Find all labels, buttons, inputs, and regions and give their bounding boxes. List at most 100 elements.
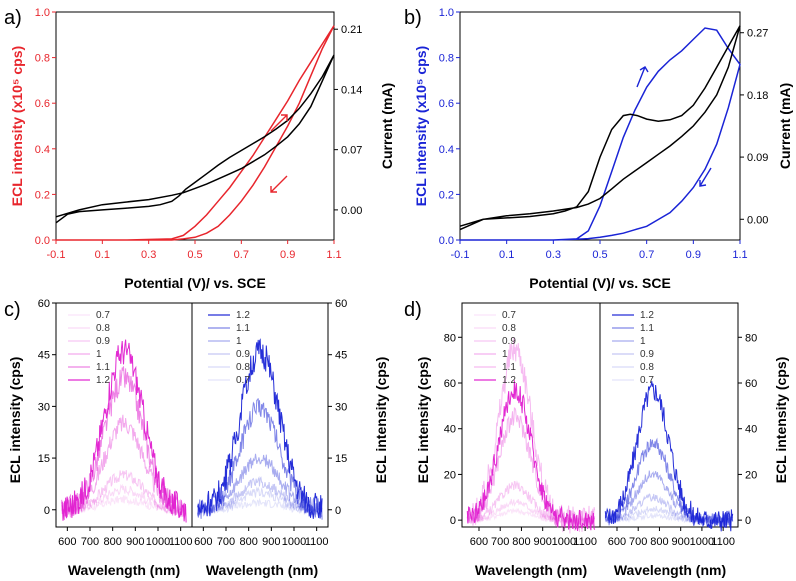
x-tick-label: 800: [512, 536, 530, 548]
legend-entry: 0.9: [502, 336, 516, 347]
legend-entry: 0.7: [96, 310, 110, 321]
left-axis-label: ECL intensity (x10⁵ cps): [9, 46, 25, 206]
x-axis-ticks: -0.1 0.1 0.3 0.5 0.7 0.9 1.1: [451, 240, 748, 261]
y-tick-label: 30: [38, 401, 50, 413]
x-tick-label: 1.1: [326, 249, 341, 261]
x-axis-ticks: -0.1 0.1 0.3 0.5 0.7 0.9 1.1: [47, 240, 342, 261]
legend-entry: 1: [236, 336, 242, 347]
curves: [55, 25, 335, 241]
x-tick-label: 1000: [282, 536, 306, 548]
legend-entry: 1.2: [502, 375, 516, 386]
x-tick-label: 0.3: [141, 249, 156, 261]
panel-label-c: c): [4, 299, 21, 321]
panel-label-b: b): [404, 7, 422, 29]
legend-entry: 1.2: [236, 310, 250, 321]
x-tick-label: 1000: [146, 536, 170, 548]
x-tick-label: 600: [194, 536, 212, 548]
x-tick-label: 600: [470, 536, 488, 548]
right-axis-label: ECL intensity (cps): [373, 357, 389, 484]
x-tick-label: 700: [491, 536, 509, 548]
spectrum-line: [466, 380, 596, 532]
spectrum-line: [197, 497, 323, 515]
legend-entry: 0.9: [96, 336, 110, 347]
x-tick-label: 600: [58, 536, 76, 548]
legend-entry: 1: [96, 349, 102, 360]
spectrum-line: [197, 338, 323, 519]
y-right-tick-label: 45: [335, 350, 347, 362]
x-axis-label-left: Wavelength (nm): [68, 562, 180, 578]
legend-entry: 1.1: [236, 323, 250, 334]
x-tick-label: 900: [262, 536, 280, 548]
y-tick-label: 0.2: [439, 189, 454, 201]
panel-label-d: d): [404, 299, 422, 321]
y-tick-label: 0: [450, 515, 456, 527]
y-right-tick-label: 30: [335, 401, 347, 413]
y-tick-label: 15: [38, 453, 50, 465]
y-right-tick-label: 0: [335, 505, 341, 517]
x-tick-label: 1100: [711, 536, 735, 548]
left-axis-label: ECL intensity (cps): [7, 357, 23, 484]
y-tick-label: 0.8: [35, 53, 50, 65]
y-tick-label: 45: [38, 350, 50, 362]
x-tick-label: 900: [671, 536, 689, 548]
left-axis-ticks: 0 20 40 60 80: [444, 332, 462, 527]
legend-entry: 0.8: [236, 362, 250, 373]
x-tick-label: 0.1: [499, 249, 514, 261]
y-tick-label: 0.0: [35, 235, 50, 247]
right-axis-ticks: 0.00 0.09 0.18 0.27: [740, 28, 768, 226]
x-axis-label: Potential (V)/ vs. SCE: [529, 275, 671, 291]
down-arrow: [699, 167, 712, 187]
x-tick-label: -0.1: [47, 249, 66, 261]
legend-entry: 1.1: [96, 362, 110, 373]
x-tick-label: 0.7: [234, 249, 249, 261]
y-right-tick-label: 15: [335, 453, 347, 465]
right-axis-label: Current (mA): [379, 83, 395, 169]
y-tick-label: 60: [444, 378, 456, 390]
legend-entry: 1.2: [96, 375, 110, 386]
x-tick-label: 600: [608, 536, 626, 548]
x-tick-label: 1000: [552, 536, 576, 548]
left-axis-ticks: 0 15 30 45 60: [38, 298, 56, 517]
x-tick-label: 900: [126, 536, 144, 548]
panel-b-cv-chart: -0.1 0.1 0.3 0.5 0.7 0.9 1.1 0.0 0.2 0.4 0.6 0.8 1.…: [413, 7, 793, 291]
x-tick-label: 0.9: [686, 249, 701, 261]
y-right-tick-label: 80: [745, 332, 757, 344]
curves: [459, 25, 741, 241]
left-axis-label: ECL intensity (x10⁵ cps): [413, 46, 429, 206]
x-tick-label: 800: [103, 536, 121, 548]
x-axis-label-right: Wavelength (nm): [614, 562, 726, 578]
y-right-tick-label: 0.21: [341, 24, 362, 36]
x-tick-label: 0.7: [639, 249, 654, 261]
y-tick-label: 20: [444, 469, 456, 481]
x-tick-label: 0.5: [187, 249, 202, 261]
spectrum-line: [61, 339, 187, 523]
y-right-tick-label: 40: [745, 424, 757, 436]
right-axis-ticks: 0.00 0.07 0.14 0.21: [334, 24, 362, 217]
ecl-curve: [56, 25, 335, 241]
y-right-tick-label: 0.09: [747, 152, 768, 164]
x-tick-label: 1.1: [732, 249, 747, 261]
y-right-tick-label: 60: [745, 378, 757, 390]
legend-entry: 0.8: [502, 323, 516, 334]
spectrum-line: [197, 486, 323, 515]
legend-entry: 0.9: [640, 349, 654, 360]
y-right-tick-label: 0: [745, 515, 751, 527]
x-axis-label: Potential (V)/ vs. SCE: [124, 275, 266, 291]
x-tick-label: 900: [533, 536, 551, 548]
y-right-tick-label: 0.00: [747, 214, 768, 226]
legend-entry: 1: [502, 349, 508, 360]
x-tick-label: 0.5: [592, 249, 607, 261]
left-axis-label: ECL intensity (cps): [415, 357, 431, 484]
x-tick-label: 700: [217, 536, 235, 548]
legend-entry: 1.1: [640, 323, 654, 334]
y-tick-label: 0.4: [439, 144, 454, 156]
x-tick-label: 1100: [573, 536, 597, 548]
x-tick-label: 700: [629, 536, 647, 548]
legend-entry: 0.9: [236, 349, 250, 360]
y-right-tick-label: 0.00: [341, 205, 362, 217]
x-tick-label: 0.3: [546, 249, 561, 261]
